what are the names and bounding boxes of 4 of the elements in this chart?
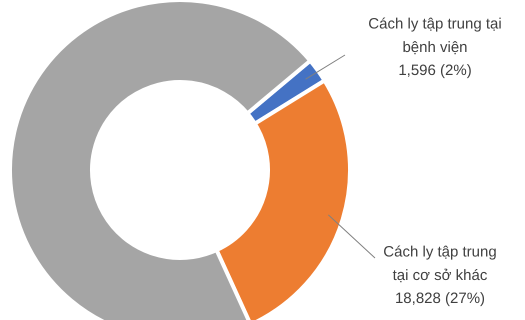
data-label: 18,828 (27%) (394, 290, 486, 307)
slice-label: Cách ly tập trung tại cơ sở khác (383, 244, 497, 284)
slice-label: Cách ly tập trung tại bệnh viện (368, 16, 502, 56)
data-label: 1,596 (2%) (398, 62, 472, 79)
